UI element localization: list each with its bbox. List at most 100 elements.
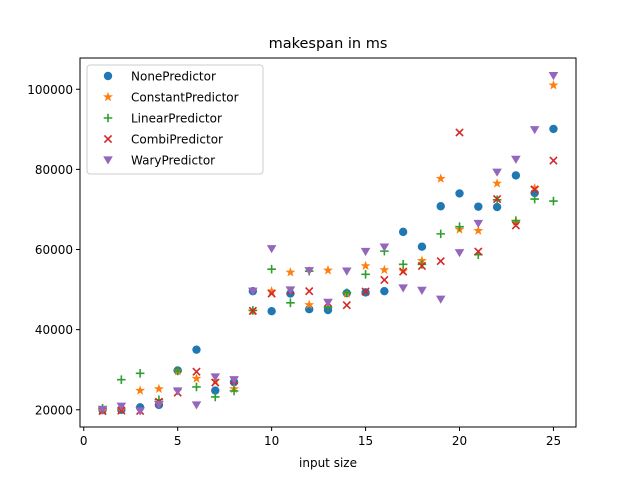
x-tick-label: 25: [546, 434, 561, 448]
data-point-NonePredictor-7: [211, 386, 220, 395]
data-point-WaryPredictor-6: [191, 401, 202, 410]
data-point-NonePredictor-25: [549, 124, 558, 134]
legend-label-CombiPredictor: CombiPredictor: [131, 133, 223, 147]
data-point-WaryPredictor-14: [341, 267, 352, 276]
data-point-WaryPredictor-4: [154, 400, 164, 410]
data-point-LinearPredictor-10: [267, 264, 276, 274]
data-point-ConstantPredictor-6: [191, 373, 202, 383]
data-point-CombiPredictor-16: [380, 275, 389, 285]
data-point-WaryPredictor-3: [135, 407, 145, 416]
plot-area: [97, 72, 559, 416]
data-point-ConstantPredictor-4: [153, 383, 164, 394]
x-tick-label: 15: [358, 434, 373, 448]
legend-label-LinearPredictor: LinearPredictor: [131, 112, 222, 126]
data-point-LinearPredictor-14: [342, 288, 352, 298]
data-point-LinearPredictor-8: [229, 386, 239, 396]
data-point-CombiPredictor-24: [530, 185, 539, 194]
data-point-WaryPredictor-20: [454, 249, 465, 258]
data-point-WaryPredictor-23: [511, 155, 521, 164]
data-point-LinearPredictor-7: [210, 392, 220, 402]
legend-label-NonePredictor: NonePredictor: [131, 70, 216, 84]
data-point-ConstantPredictor-19: [435, 173, 446, 183]
legend-marker-LinearPredictor: [103, 113, 113, 123]
data-point-WaryPredictor-9: [248, 287, 258, 296]
data-point-WaryPredictor-13: [323, 298, 333, 307]
legend: NonePredictor ConstantPredictor LinearPred…: [86, 64, 264, 175]
legend-label-ConstantPredictor: ConstantPredictor: [131, 91, 239, 105]
data-point-ConstantPredictor-16: [379, 264, 390, 275]
data-point-ConstantPredictor-15: [360, 260, 371, 271]
legend-marker-CombiPredictor: [103, 134, 113, 144]
data-point-CombiPredictor-20: [455, 128, 464, 137]
data-point-NonePredictor-19: [436, 202, 445, 211]
axes-frame: [79, 57, 577, 428]
legend-marker-WaryPredictor: [103, 156, 113, 165]
data-point-LinearPredictor-19: [436, 229, 446, 239]
data-point-ConstantPredictor-24: [529, 183, 540, 193]
series-WaryPredictor: [97, 72, 559, 416]
data-point-WaryPredictor-5: [172, 387, 183, 396]
data-point-CombiPredictor-7: [211, 378, 220, 387]
data-point-LinearPredictor-5: [173, 366, 182, 376]
data-point-WaryPredictor-10: [266, 245, 277, 254]
data-point-NonePredictor-10: [267, 307, 276, 316]
data-point-LinearPredictor-23: [511, 216, 521, 225]
legend-marker-ConstantPredictor: [103, 91, 113, 102]
data-point-CombiPredictor-10: [267, 289, 276, 298]
y-axis: 20000 40000 60000 80000 100000: [27, 83, 80, 417]
data-point-WaryPredictor-12: [304, 267, 315, 276]
data-point-CombiPredictor-9: [248, 306, 258, 315]
data-point-WaryPredictor-19: [435, 295, 446, 304]
legend-label-WaryPredictor: WaryPredictor: [131, 154, 215, 168]
data-point-CombiPredictor-15: [361, 287, 370, 296]
data-point-LinearPredictor-25: [549, 196, 558, 206]
data-point-WaryPredictor-17: [398, 284, 408, 293]
data-point-ConstantPredictor-13: [323, 265, 333, 275]
data-point-CombiPredictor-21: [474, 247, 483, 256]
legend-marker-NonePredictor: [103, 71, 113, 81]
y-tick-label: 100000: [27, 83, 73, 97]
data-point-NonePredictor-6: [192, 345, 201, 354]
data-point-LinearPredictor-24: [530, 194, 539, 204]
data-point-WaryPredictor-2: [116, 402, 127, 411]
data-point-WaryPredictor-24: [529, 126, 540, 135]
data-point-LinearPredictor-15: [361, 270, 370, 279]
data-point-CombiPredictor-19: [436, 256, 445, 266]
data-point-WaryPredictor-22: [492, 168, 502, 177]
data-point-WaryPredictor-21: [473, 219, 484, 229]
data-point-ConstantPredictor-12: [304, 299, 315, 310]
data-point-WaryPredictor-25: [548, 72, 559, 81]
data-point-CombiPredictor-23: [511, 221, 521, 230]
data-point-NonePredictor-20: [455, 189, 464, 198]
data-point-NonePredictor-18: [417, 242, 427, 251]
x-tick-label: 10: [264, 434, 279, 448]
data-point-NonePredictor-22: [492, 202, 502, 212]
data-point-WaryPredictor-8: [229, 376, 239, 385]
data-point-WaryPredictor-7: [210, 373, 221, 382]
data-point-ConstantPredictor-21: [473, 225, 484, 235]
data-point-LinearPredictor-3: [135, 369, 145, 378]
legend-box: [86, 64, 264, 175]
data-point-ConstantPredictor-22: [492, 178, 503, 188]
data-point-NonePredictor-17: [398, 227, 408, 237]
x-axis-label: input size: [299, 456, 357, 470]
chart-title: makespan in ms: [269, 36, 388, 52]
data-point-WaryPredictor-1: [97, 405, 108, 414]
data-point-CombiPredictor-25: [549, 156, 558, 165]
data-point-WaryPredictor-16: [379, 243, 390, 252]
y-tick-label: 20000: [35, 403, 73, 417]
x-tick-label: 20: [452, 434, 467, 448]
x-tick-label: 0: [80, 434, 88, 448]
y-tick-label: 80000: [35, 163, 73, 177]
data-point-WaryPredictor-11: [285, 286, 296, 295]
x-axis: 0 5 10 15 20 25: [80, 427, 561, 448]
data-point-NonePredictor-16: [380, 286, 389, 296]
data-point-NonePredictor-21: [474, 202, 483, 211]
data-point-LinearPredictor-11: [286, 298, 295, 308]
data-point-CombiPredictor-6: [192, 367, 201, 376]
data-point-WaryPredictor-15: [360, 247, 371, 257]
data-point-LinearPredictor-20: [455, 222, 464, 231]
data-point-ConstantPredictor-10: [266, 285, 277, 296]
data-point-WaryPredictor-18: [417, 286, 427, 295]
